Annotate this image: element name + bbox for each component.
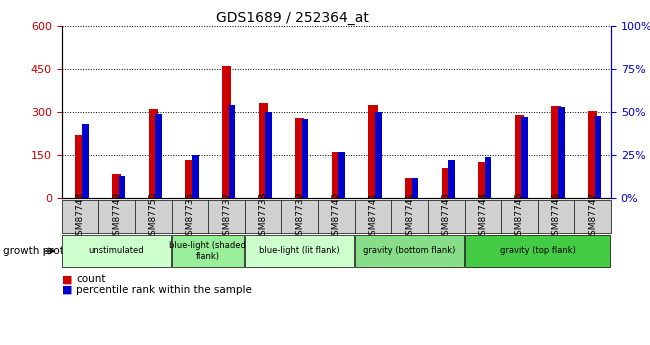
Bar — [119, 176, 125, 198]
Text: ■: ■ — [62, 275, 72, 284]
Bar — [441, 168, 451, 198]
Bar — [521, 117, 528, 198]
Bar — [229, 105, 235, 198]
Bar — [82, 124, 88, 198]
Bar — [515, 115, 524, 198]
Text: GSM87737: GSM87737 — [222, 192, 231, 241]
Text: gravity (top flank): gravity (top flank) — [499, 246, 575, 256]
Bar — [185, 159, 194, 198]
Text: percentile rank within the sample: percentile rank within the sample — [76, 285, 252, 295]
Bar — [558, 107, 565, 198]
Text: GSM87736: GSM87736 — [185, 192, 194, 241]
Bar — [302, 119, 308, 198]
Text: blue-light (lit flank): blue-light (lit flank) — [259, 246, 340, 256]
Bar — [222, 66, 231, 198]
Text: GSM87743: GSM87743 — [442, 192, 450, 241]
Text: GSM87740: GSM87740 — [332, 192, 341, 241]
Bar — [112, 174, 122, 198]
Text: GSM87749: GSM87749 — [112, 192, 121, 241]
Bar — [259, 104, 268, 198]
Bar — [149, 109, 158, 198]
Bar — [75, 135, 84, 198]
Bar — [375, 112, 382, 198]
Text: ■: ■ — [62, 285, 72, 295]
Bar — [339, 152, 345, 198]
Bar — [411, 178, 418, 198]
Bar — [192, 155, 198, 198]
Bar — [448, 160, 455, 198]
Text: GSM87747: GSM87747 — [588, 192, 597, 241]
Title: GDS1689 / 252364_at: GDS1689 / 252364_at — [216, 11, 369, 25]
Bar — [295, 118, 304, 198]
Text: GSM87746: GSM87746 — [552, 192, 560, 241]
Text: GSM87742: GSM87742 — [405, 192, 414, 241]
Bar — [405, 178, 414, 198]
Text: GSM87744: GSM87744 — [478, 192, 488, 241]
Bar — [588, 111, 597, 198]
Text: count: count — [76, 275, 105, 284]
Text: blue-light (shaded
flank): blue-light (shaded flank) — [170, 241, 246, 261]
Text: gravity (bottom flank): gravity (bottom flank) — [363, 246, 456, 256]
Text: unstimulated: unstimulated — [88, 246, 144, 256]
Bar — [332, 152, 341, 198]
Text: GSM87748: GSM87748 — [75, 192, 84, 241]
Bar — [485, 157, 491, 198]
Bar — [551, 106, 561, 198]
Text: GSM87741: GSM87741 — [369, 192, 378, 241]
Text: growth protocol: growth protocol — [3, 246, 86, 256]
Text: GSM87739: GSM87739 — [295, 192, 304, 241]
Bar — [478, 162, 488, 198]
Text: GSM87750: GSM87750 — [149, 192, 158, 241]
Bar — [155, 114, 162, 198]
Bar — [265, 112, 272, 198]
Text: GSM87745: GSM87745 — [515, 192, 524, 241]
Bar — [369, 105, 378, 198]
Bar — [595, 116, 601, 198]
Text: GSM87738: GSM87738 — [259, 192, 268, 241]
